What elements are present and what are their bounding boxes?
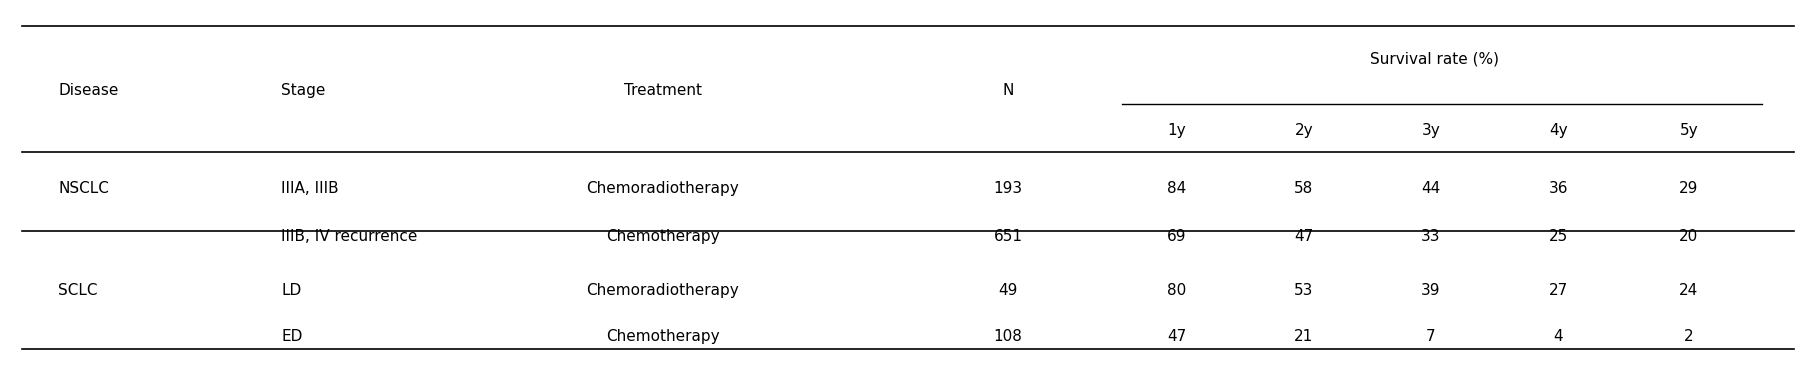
Text: 69: 69 (1168, 229, 1186, 244)
Text: 24: 24 (1680, 283, 1698, 298)
Text: Chemotherapy: Chemotherapy (607, 329, 719, 344)
Text: 47: 47 (1295, 229, 1313, 244)
Text: 2y: 2y (1295, 123, 1313, 138)
Text: Survival rate (%): Survival rate (%) (1369, 52, 1500, 67)
Text: 25: 25 (1549, 229, 1567, 244)
Text: NSCLC: NSCLC (58, 181, 109, 196)
Text: 108: 108 (993, 329, 1022, 344)
Text: 58: 58 (1295, 181, 1313, 196)
Text: SCLC: SCLC (58, 283, 98, 298)
Text: 33: 33 (1422, 229, 1440, 244)
Text: 4y: 4y (1549, 123, 1567, 138)
Text: 3y: 3y (1422, 123, 1440, 138)
Text: 7: 7 (1426, 329, 1436, 344)
Text: 27: 27 (1549, 283, 1567, 298)
Text: 29: 29 (1680, 181, 1698, 196)
Text: 36: 36 (1549, 181, 1567, 196)
Text: 651: 651 (993, 229, 1022, 244)
Text: Disease: Disease (58, 83, 118, 98)
Text: IIIB, IV recurrence: IIIB, IV recurrence (281, 229, 418, 244)
Text: 1y: 1y (1168, 123, 1186, 138)
Text: 44: 44 (1422, 181, 1440, 196)
Text: 5y: 5y (1680, 123, 1698, 138)
Text: LD: LD (281, 283, 301, 298)
Text: 2: 2 (1683, 329, 1694, 344)
Text: IIIA, IIIB: IIIA, IIIB (281, 181, 340, 196)
Text: 53: 53 (1295, 283, 1313, 298)
Text: Chemoradiotherapy: Chemoradiotherapy (587, 181, 739, 196)
Text: 193: 193 (993, 181, 1022, 196)
Text: Chemoradiotherapy: Chemoradiotherapy (587, 283, 739, 298)
Text: Chemotherapy: Chemotherapy (607, 229, 719, 244)
Text: 49: 49 (999, 283, 1017, 298)
Text: 84: 84 (1168, 181, 1186, 196)
Text: ED: ED (281, 329, 303, 344)
Text: 4: 4 (1553, 329, 1564, 344)
Text: 39: 39 (1422, 283, 1440, 298)
Text: Stage: Stage (281, 83, 325, 98)
Text: 21: 21 (1295, 329, 1313, 344)
Text: 47: 47 (1168, 329, 1186, 344)
Text: 80: 80 (1168, 283, 1186, 298)
Text: N: N (1002, 83, 1013, 98)
Text: Treatment: Treatment (625, 83, 701, 98)
Text: 20: 20 (1680, 229, 1698, 244)
